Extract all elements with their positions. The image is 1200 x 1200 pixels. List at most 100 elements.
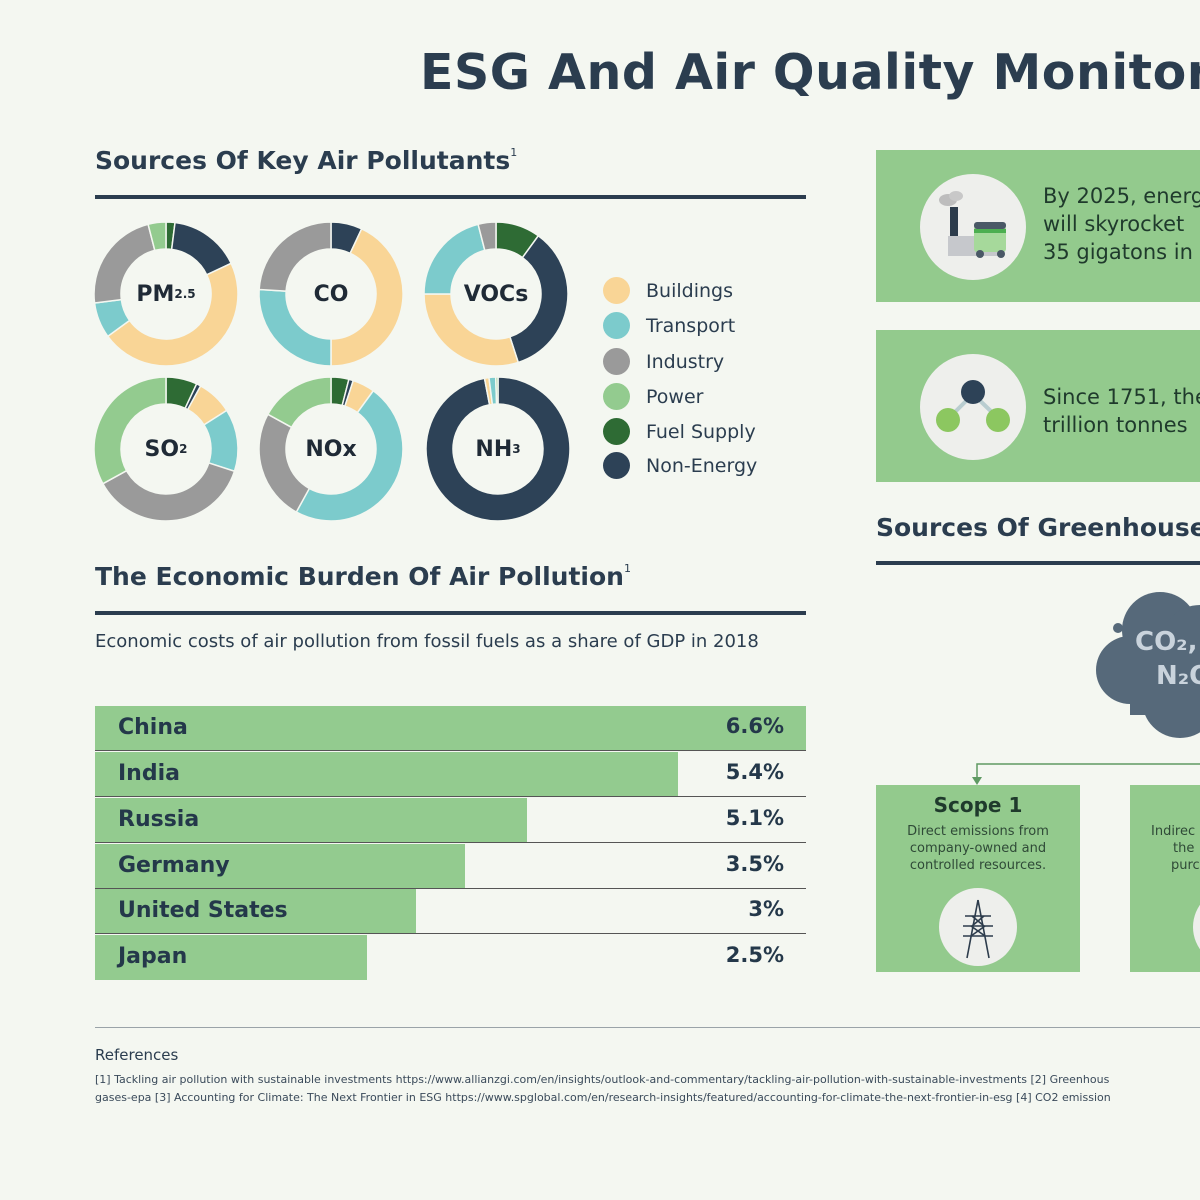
cloud-text-line1: CO₂, — [1135, 627, 1198, 657]
scope-desc-line: controlled resources. — [909, 858, 1047, 873]
legend-item-power: Power — [603, 383, 703, 410]
bar — [95, 798, 527, 842]
fact-line: By 2025, energ — [1043, 184, 1200, 208]
donut-slice-buildings — [330, 227, 404, 367]
greenhouse-heading: Sources Of Greenhouse — [876, 513, 1200, 542]
legend-item-transport: Transport — [603, 312, 735, 339]
bar — [95, 752, 679, 796]
donut-chart-so2: SO 2 — [91, 374, 241, 524]
donut-slice-industry — [101, 461, 236, 522]
bar-row: Germany 3.5% — [95, 844, 806, 889]
donut-slice-buildings — [106, 262, 239, 367]
bar — [95, 889, 416, 933]
donut-label: CO — [256, 219, 406, 369]
bar-value: 3.5% — [725, 852, 784, 876]
reference-line: [1] Tackling air pollution with sustaina… — [95, 1073, 1110, 1086]
bar-label: Germany — [118, 853, 230, 878]
bar — [95, 844, 466, 888]
bar-value: 5.1% — [725, 806, 784, 830]
bar-row: United States 3% — [95, 889, 806, 934]
scope-2-card: S Indirec the purc — [1130, 785, 1200, 972]
bar-row: China 6.6% — [95, 706, 806, 751]
bar-label: China — [118, 715, 188, 740]
legend-swatch — [603, 312, 630, 339]
references-title: References — [95, 1046, 179, 1064]
pollutants-heading: Sources Of Key Air Pollutants1 — [95, 146, 517, 175]
donut-chart-pm2.5: PM 2.5 — [91, 219, 241, 369]
greenhouse-cloud: CO₂, N₂O — [1090, 585, 1200, 755]
bar — [95, 706, 806, 750]
economic-subtitle: Economic costs of air pollution from fos… — [95, 631, 759, 652]
section-divider — [95, 195, 806, 199]
section-divider — [95, 611, 806, 615]
legend-swatch — [603, 383, 630, 410]
bar-label: United States — [118, 898, 288, 923]
donut-label: NH 3 — [423, 374, 573, 524]
section-divider — [876, 561, 1200, 565]
cloud-text-line2: N₂O — [1156, 661, 1200, 691]
bar-label: Russia — [118, 807, 200, 832]
legend-label: Power — [646, 385, 704, 408]
footnote-ref[interactable]: 1 — [623, 562, 631, 575]
donut-chart-nox: NOx — [256, 374, 406, 524]
donut-label-subscript: 2.5 — [174, 287, 196, 301]
legend-item-industry: Industry — [603, 348, 724, 375]
legend-label: Industry — [646, 350, 725, 373]
legend-label: Transport — [646, 314, 736, 337]
cloud-icon — [1096, 592, 1200, 738]
bar-value: 6.6% — [725, 714, 784, 738]
legend-swatch — [603, 418, 630, 445]
legend-item-non-energy: Non-Energy — [603, 452, 757, 479]
donut-chart-nh3: NH 3 — [423, 374, 573, 524]
bar — [95, 935, 368, 980]
power-tower-icon — [939, 888, 1017, 966]
legend-label: Non-Energy — [646, 454, 758, 477]
fact-text: By 2025, energ will skyrocket 35 gigaton… — [1043, 182, 1200, 266]
legend-swatch — [603, 277, 630, 304]
legend-label: Fuel Supply — [646, 420, 756, 443]
donut-label: PM 2.5 — [91, 219, 241, 369]
bar-value: 5.4% — [725, 760, 784, 784]
legend-label: Buildings — [646, 279, 733, 302]
fact-line: 35 gigatons in — [1043, 240, 1193, 264]
legend-swatch — [603, 348, 630, 375]
donut-label-subscript: 3 — [512, 442, 521, 456]
scope-icon — [1193, 888, 1200, 966]
bar-row: Russia 5.1% — [95, 798, 806, 843]
factory-icon — [920, 174, 1026, 280]
donut-slice-industry — [258, 221, 332, 292]
donut-chart-vocs: VOCs — [421, 219, 571, 369]
bar-value: 3% — [748, 897, 784, 921]
page-title: ESG And Air Quality Monitori — [420, 44, 1200, 101]
fact-panel-energy: By 2025, energ will skyrocket 35 gigaton… — [876, 150, 1200, 302]
bar-label: Japan — [118, 944, 188, 969]
donut-label: NOx — [256, 374, 406, 524]
donut-slice-power — [93, 376, 167, 485]
donut-label-subscript: 2 — [179, 442, 188, 456]
scope-description: Direct emissions from company-owned and … — [876, 823, 1080, 874]
donut-label-text: NH — [475, 436, 513, 462]
donut-chart-co: CO — [256, 219, 406, 369]
scope-title: S — [1130, 793, 1200, 817]
donut-slice-power — [147, 221, 167, 252]
scope-1-card: Scope 1 Direct emissions from company-ow… — [876, 785, 1080, 972]
bar-row: India 5.4% — [95, 752, 806, 797]
scope-desc-line: the — [1173, 841, 1195, 856]
donut-label: SO 2 — [91, 374, 241, 524]
donut-slice-power — [494, 376, 499, 405]
donut-label-text: NOx — [305, 436, 357, 462]
legend-item-fuel-supply: Fuel Supply — [603, 418, 756, 445]
pollutants-heading-text: Sources Of Key Air Pollutants — [95, 146, 511, 175]
footnote-ref[interactable]: 1 — [510, 146, 518, 159]
scope-description: Indirec the purc — [1130, 823, 1200, 874]
bar-label: India — [118, 761, 180, 786]
legend-item-buildings: Buildings — [603, 277, 733, 304]
fact-line: trillion tonnes — [1043, 413, 1188, 437]
economic-heading-text: The Economic Burden Of Air Pollution — [95, 562, 624, 591]
fact-panel-history: Since 1751, the trillion tonnes — [876, 330, 1200, 482]
fact-line: will skyrocket — [1043, 212, 1185, 236]
bar-value: 2.5% — [725, 943, 784, 967]
scope-title: Scope 1 — [933, 793, 1023, 817]
fact-text: Since 1751, the trillion tonnes — [1043, 383, 1200, 439]
donut-slice-power — [266, 376, 332, 429]
